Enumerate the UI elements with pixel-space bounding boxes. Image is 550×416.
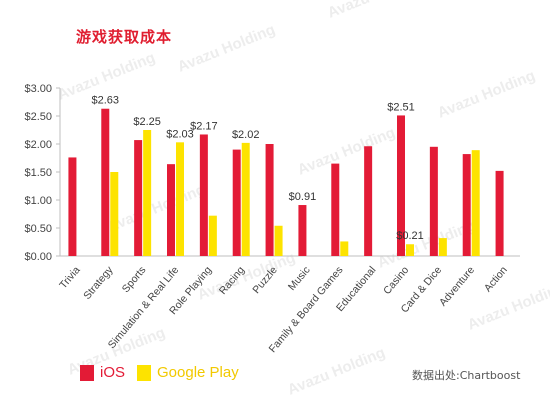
- watermark-text: Avazu Holding: [295, 124, 397, 179]
- y-tick-label: $3.00: [24, 83, 52, 95]
- x-tick-label-action: Action: [482, 264, 510, 294]
- bar-ios-card-and-dice: [429, 146, 438, 256]
- watermark-text: Avazu Holding: [285, 344, 387, 399]
- source-note: 数据出处:Chartboost: [412, 369, 521, 382]
- watermark-text: Avazu Holding: [105, 181, 207, 236]
- bar-google-play-puzzle: [274, 225, 283, 256]
- data-label-music-ios: $0.91: [289, 191, 317, 203]
- chart-labels: $2.63 $2.25 $2.03$2.17 $2.02 $0.91 $2.51 $0.21: [92, 95, 424, 243]
- chart-bars: [68, 108, 504, 256]
- bar-ios-sports: [134, 140, 143, 256]
- y-tick-label: $2.50: [24, 111, 52, 123]
- legend-item-ios: iOS: [80, 364, 125, 381]
- x-tick-label-adventure: Adventure: [437, 264, 477, 309]
- bar-google-play-casino: [406, 244, 414, 256]
- bar-google-play-simulation-and-real-life: [176, 142, 184, 256]
- bar-ios-educational: [364, 146, 373, 256]
- bar-ios-adventure: [462, 154, 471, 256]
- page-title: 游戏获取成本: [76, 28, 173, 46]
- bar-google-play-sports: [143, 130, 152, 256]
- data-label-racing-google-play: $2.02: [232, 129, 260, 141]
- legend-swatch-google-play: [137, 364, 151, 381]
- y-tick-label: $1.50: [24, 167, 52, 179]
- legend-label-ios: iOS: [100, 364, 126, 381]
- bar-ios-trivia: [68, 157, 77, 256]
- legend-item-google-play: Google Play: [137, 364, 239, 381]
- x-tick-label-strategy: Strategy: [81, 264, 116, 302]
- data-label-simulation-and-real-life-google-play: $2.03: [166, 128, 194, 140]
- watermark-text: Avazu Holding: [175, 21, 277, 76]
- legend-label-google-play: Google Play: [157, 364, 239, 381]
- watermark-text: Avazu Holding: [435, 67, 537, 122]
- watermark-text: Avazu Holding: [325, 0, 427, 22]
- data-label-casino-google-play: $0.21: [396, 230, 424, 242]
- y-tick-label: $0.00: [24, 251, 52, 263]
- watermark-text: Avazu Holding: [465, 279, 550, 334]
- bar-ios-puzzle: [265, 144, 274, 256]
- bar-ios-racing: [232, 149, 241, 256]
- bar-google-play-racing: [241, 142, 250, 256]
- y-tick-label: $1.00: [24, 195, 52, 207]
- x-tick-label-music: Music: [286, 264, 313, 293]
- bar-ios-role-playing: [199, 134, 208, 256]
- bar-ios-casino: [397, 115, 405, 256]
- data-label-role-playing-ios: $2.17: [190, 120, 218, 132]
- bar-google-play-family-and-board-games: [340, 241, 349, 256]
- y-tick-label: $2.00: [24, 139, 52, 151]
- legend-swatch-ios: [80, 364, 94, 381]
- bar-ios-music: [298, 205, 307, 256]
- bar-google-play-strategy: [110, 172, 119, 256]
- bar-ios-action: [495, 170, 504, 256]
- bar-google-play-adventure: [471, 150, 480, 256]
- bar-ios-simulation-and-real-life: [167, 164, 175, 256]
- bar-ios-strategy: [101, 108, 110, 256]
- bar-google-play-card-and-dice: [438, 238, 447, 256]
- data-label-sports-google-play: $2.25: [133, 116, 161, 128]
- y-tick-label: $0.50: [24, 223, 52, 235]
- data-label-strategy-ios: $2.63: [92, 95, 120, 107]
- watermark-text: Avazu Holding: [195, 249, 297, 304]
- bar-google-play-role-playing: [208, 215, 217, 256]
- data-label-casino-ios: $2.51: [387, 101, 415, 113]
- x-tick-label-trivia: Trivia: [57, 264, 83, 291]
- bar-ios-family-and-board-games: [331, 163, 340, 256]
- watermark-text: Avazu Holding: [375, 217, 477, 272]
- x-tick-label-sports: Sports: [120, 264, 149, 295]
